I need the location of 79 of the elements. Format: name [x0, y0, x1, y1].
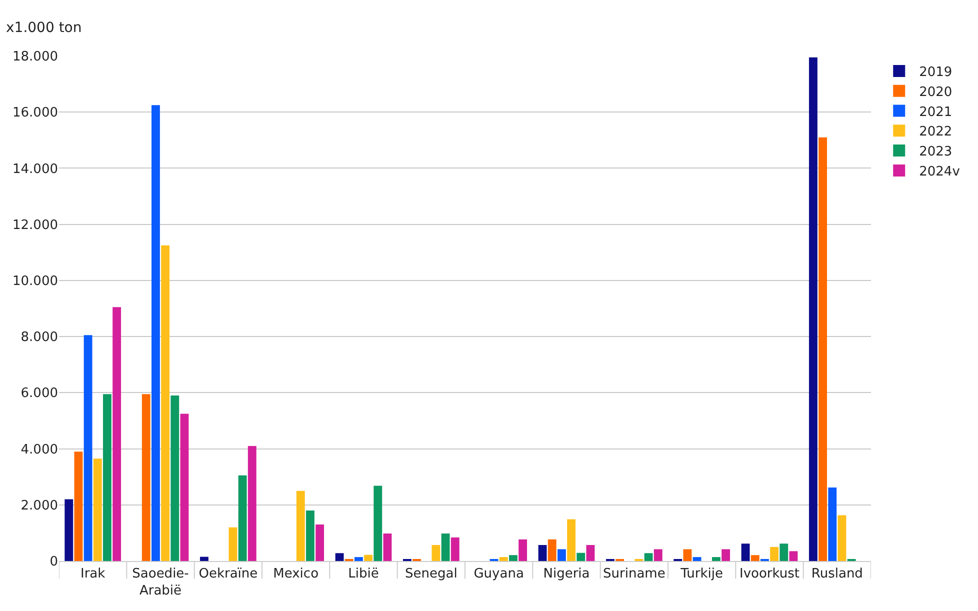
bar: [518, 539, 528, 561]
bar: [586, 545, 595, 561]
bar: [64, 499, 74, 561]
bar: [548, 539, 556, 561]
bar: [654, 549, 662, 561]
bar: [441, 534, 450, 561]
bar: [499, 557, 508, 561]
bar: [335, 553, 344, 561]
y-tick-label: 4.000: [20, 442, 58, 458]
bar: [692, 557, 702, 561]
bar: [432, 545, 440, 561]
bar: [712, 557, 720, 561]
bar: [557, 549, 566, 561]
bar: [354, 557, 363, 561]
bar: [722, 549, 730, 561]
x-tick-label: Oekraïne: [198, 566, 258, 582]
x-tick-label: Suriname: [603, 566, 666, 582]
y-tick-label: 16.000: [12, 106, 58, 121]
bar: [316, 524, 324, 561]
bar: [383, 534, 392, 561]
bar: [200, 556, 208, 561]
bar: [296, 490, 305, 561]
bar: [683, 549, 692, 561]
bar: [112, 307, 122, 561]
x-tick-label: Turkije: [680, 566, 723, 582]
y-tick-label: 10.000: [12, 274, 58, 289]
bar: [808, 57, 818, 561]
y-axis-title: x1.000 ton: [6, 20, 82, 36]
y-tick-label: 12.000: [12, 218, 58, 233]
x-tick-label: Senegal: [405, 566, 458, 582]
bar: [180, 414, 189, 561]
bar: [770, 546, 779, 561]
bar: [74, 452, 83, 561]
legend-label: 2024v: [919, 164, 960, 180]
bar: [450, 537, 460, 561]
bar: [84, 335, 92, 561]
x-tick-label: Ivoorkust: [739, 566, 800, 582]
bar: [508, 555, 518, 561]
bar: [838, 515, 846, 561]
bar: [228, 527, 238, 561]
bar: [538, 545, 547, 561]
bar: [818, 137, 828, 561]
legend-label: 2021: [919, 104, 952, 120]
bar: [142, 394, 150, 561]
legend-label: 2023: [919, 144, 952, 160]
bar: [780, 544, 788, 561]
bar: [576, 552, 586, 561]
bar: [248, 446, 256, 561]
y-tick-label: 6.000: [20, 386, 58, 402]
legend-label: 2019: [919, 65, 952, 80]
x-tick-label: Mexico: [273, 566, 319, 582]
bar: [374, 486, 382, 561]
y-tick-label: 0: [50, 554, 58, 570]
x-tick-label: Saoedie- Arabië: [132, 566, 190, 598]
bar: [151, 105, 160, 561]
y-tick-label: 18.000: [12, 50, 58, 65]
y-tick-label: 8.000: [20, 330, 58, 346]
bar: [161, 245, 170, 561]
bar: [828, 487, 837, 561]
bar: [644, 553, 653, 561]
legend-label: 2022: [919, 124, 952, 140]
y-tick-label: 14.000: [12, 162, 58, 177]
y-tick-label: 2.000: [20, 498, 58, 514]
x-tick-label: Libië: [348, 566, 379, 582]
x-tick-label: Nigeria: [543, 566, 590, 582]
bar: [93, 458, 102, 561]
bar: [364, 554, 373, 561]
bar: [567, 519, 576, 561]
bar: [789, 551, 798, 561]
bar: [306, 510, 314, 561]
bar: [741, 544, 750, 561]
x-tick-label: Rusland: [811, 566, 863, 582]
bar: [170, 395, 180, 561]
x-tick-label: Guyana: [474, 566, 524, 582]
bar: [102, 394, 112, 561]
bar: [238, 475, 247, 561]
x-tick-label: Irak: [80, 566, 106, 582]
bar: [750, 555, 760, 561]
legend-label: 2020: [919, 84, 952, 100]
